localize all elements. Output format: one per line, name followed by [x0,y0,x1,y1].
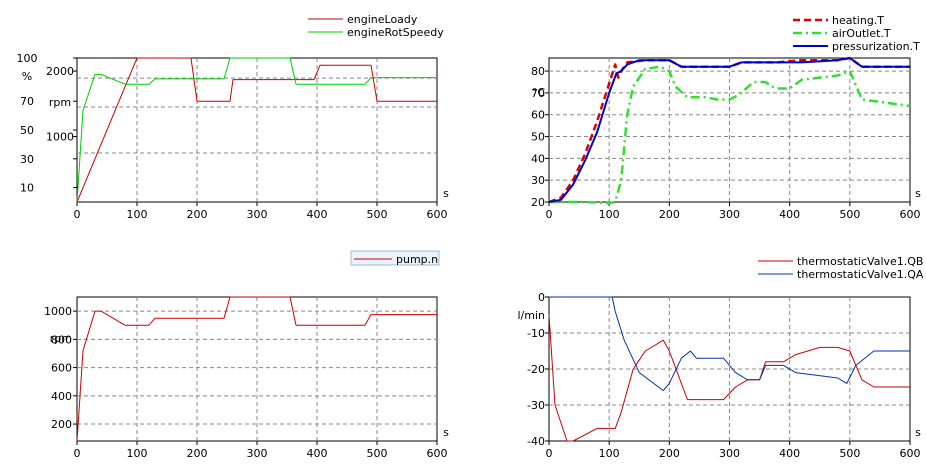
y-tick-label: 50 [531,131,545,144]
legend-label: engineLoady [347,13,418,26]
x-tick-label: 400 [779,447,800,460]
x-tick-label: 0 [546,447,553,460]
x-tick-label: 400 [307,447,328,460]
x-tick-label: 0 [546,208,553,221]
y-unit-label: l/min [517,309,545,322]
x-tick-label: 400 [779,208,800,221]
x-unit-label: s [443,187,449,200]
legend-label: heating.T [832,14,884,27]
y-tick-label: 800 [51,333,72,346]
x-tick-label: 300 [247,208,268,221]
x-tick-label: 200 [659,447,680,460]
x-unit-label: s [915,426,921,439]
chart-2: 0 100 200 300 400 500 600 s 20 30 40 50 60 70 80 °C heat… [531,14,921,221]
x-tick-label: 100 [599,208,620,221]
x-tick-label: 0 [74,208,81,221]
y-tick-label: 30 [20,153,34,166]
y-unit-label: rpm [49,96,71,109]
y-tick-label: 50 [20,124,34,137]
y-tick-label: 10 [20,182,34,195]
y-tick-label: 1000 [44,305,72,318]
series-line-airoutlet-t [549,65,911,205]
y-tick-label: 40 [531,152,545,165]
legend-label: pressurization.T [832,40,920,53]
legend-label: pump.n [396,253,438,266]
y-tick-label: 70 [20,95,34,108]
series-line-heating-t [548,56,910,204]
chart-1: 0 100 200 300 400 500 600 s 10 30 50 70 100% 1000 2000… [17,13,450,221]
x-tick-label: 500 [367,447,388,460]
y-tick-label: 20 [531,196,545,209]
x-unit-label: s [915,187,921,200]
y-tick-label: 1000 [46,131,74,144]
x-tick-label: 100 [599,447,620,460]
y-tick-label: 600 [51,362,72,375]
legend-box [350,250,440,266]
series-line-thermostaticvalve1-qb [548,314,910,442]
y-tick-label: 70 [531,87,545,100]
x-unit-label: s [443,426,449,439]
legend-label: thermostaticValve1.QB [797,255,923,268]
y-tick-label: 2000 [46,65,74,78]
y-tick-label: 80 [531,65,545,78]
series-line-engineloady [76,57,437,203]
x-tick-label: 300 [247,447,268,460]
series-line-pressurization-t [548,57,910,203]
y-tick-label: 60 [531,109,545,122]
y-unit-label: % [22,70,32,83]
y-tick-label: 30 [531,174,545,187]
x-tick-label: 0 [74,447,81,460]
y-tick-label: -40 [527,435,545,448]
y-tick-label: 100 [17,52,38,65]
x-tick-label: 600 [427,208,448,221]
y-tick-label: 0 [538,291,545,304]
series-line-thermostaticvalve1-qa [549,296,910,392]
x-tick-label: 100 [127,208,148,221]
x-tick-label: 500 [839,208,860,221]
y-tick-label: -10 [527,327,545,340]
y-tick-label: -20 [527,363,545,376]
legend-label: thermostaticValve1.QA [797,268,924,281]
x-tick-label: 300 [719,447,740,460]
x-tick-label: 300 [719,208,740,221]
x-tick-label: 400 [307,208,328,221]
chart-3: 0 100 200 300 400 500 600 s 200 400 600 800 1000 rpm p… [44,250,449,460]
x-tick-label: 500 [367,208,388,221]
x-tick-label: 600 [427,447,448,460]
series-line-enginerotspeedy [76,57,437,203]
x-tick-label: 200 [659,208,680,221]
y-unit-label: rpm [50,332,72,345]
y-tick-label: 200 [51,418,72,431]
x-tick-label: 200 [187,447,208,460]
y-tick-label: -30 [527,399,545,412]
x-tick-label: 600 [900,208,921,221]
x-tick-label: 100 [127,447,148,460]
legend-label: engineRotSpeedy [347,26,444,39]
y-tick-label: 400 [51,390,72,403]
legend-label: airOutlet.T [832,27,891,40]
x-tick-label: 500 [839,447,860,460]
series-line-pump-n [76,296,437,442]
x-tick-label: 600 [900,447,921,460]
chart-4: 0 100 200 300 400 500 600 s -40 -30 -20 -10 0 l/min th… [517,255,923,460]
x-tick-label: 200 [187,208,208,221]
y-unit-label: °C [532,86,546,99]
